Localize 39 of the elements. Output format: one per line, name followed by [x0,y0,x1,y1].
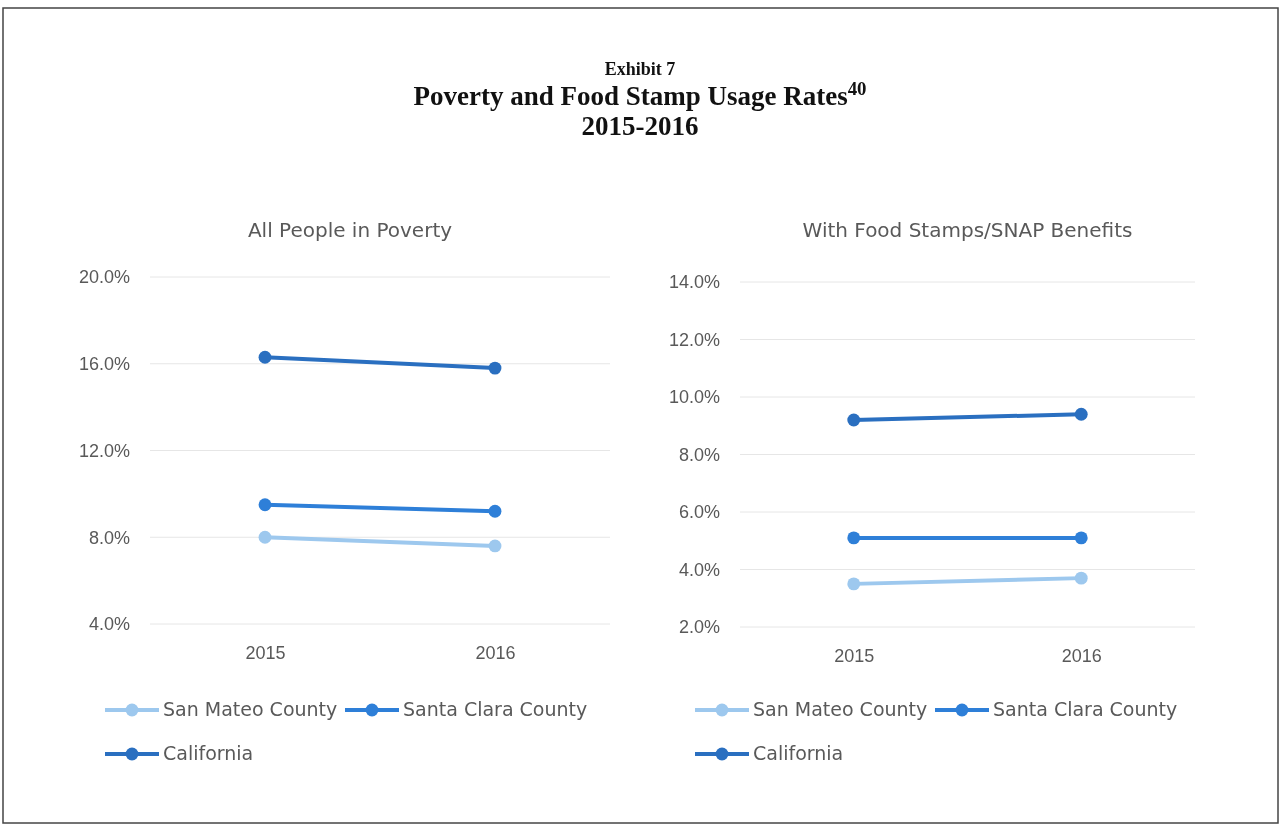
legend-label: Santa Clara County [993,698,1178,720]
point [1074,571,1088,585]
x-tick-label: 2016 [475,642,516,663]
y-tick-label: 2.0% [678,617,720,638]
point [488,539,502,553]
chart-title: All People in Poverty [247,218,453,242]
point [847,531,861,545]
legend-label: San Mateo County [163,698,338,720]
y-tick-label: 12.0% [668,329,720,350]
y-tick-label: 8.0% [678,444,720,465]
point [258,530,272,544]
text: 2015-2016 [581,111,699,141]
y-tick-label: 6.0% [678,502,720,523]
y-tick-label: 16.0% [78,354,130,375]
point [488,361,502,375]
chart-title: With Food Stamps/SNAP Benefits [802,218,1133,242]
y-tick-label: 14.0% [668,272,720,293]
legend-label: California [753,742,844,764]
y-tick-label: 8.0% [88,527,130,548]
point [847,577,861,591]
text: Poverty and Food Stamp Usage Rates$^{40}$ [413,77,867,111]
point [488,504,502,518]
point [847,413,861,427]
legend-label: San Mateo County [753,698,928,720]
y-tick-label: 12.0% [78,440,130,461]
point [1074,531,1088,545]
y-tick-label: 10.0% [668,387,720,408]
y-tick-label: 4.0% [88,614,130,635]
point [258,350,272,364]
x-tick-label: 2015 [834,645,875,666]
legend-label: Santa Clara County [403,698,588,720]
text: Exhibit 7 [604,59,676,79]
x-tick-label: 2015 [245,642,286,663]
y-tick-label: 4.0% [678,559,720,580]
point [1074,407,1088,421]
x-tick-label: 2016 [1061,645,1102,666]
point [258,498,272,512]
y-tick-label: 20.0% [78,267,130,288]
legend-label: California [163,742,254,764]
